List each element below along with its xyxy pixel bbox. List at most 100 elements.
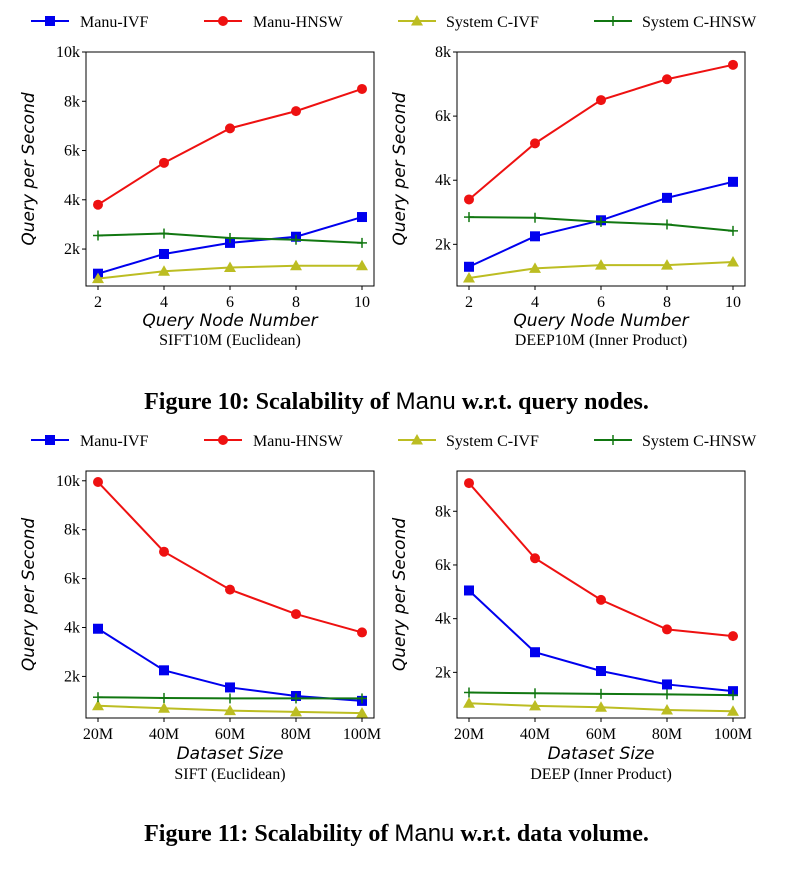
x-tick-label: 100M [714,726,752,743]
legend-entry-manu-ivf: Manu-IVF [31,433,149,450]
y-tick-label: 4k [64,620,80,637]
legend-entry-manu-hnsw: Manu-HNSW [204,14,344,31]
x-axis-label: Query Node Number [513,311,689,331]
legend-label: Manu-HNSW [253,433,344,450]
series-manu-hnsw [93,477,367,638]
data-point-system-c-ivf [661,259,673,270]
y-tick-label: 4k [64,192,80,209]
data-point-manu-hnsw [159,546,169,557]
x-tick-label: 4 [160,294,168,311]
series-system-c-ivf [92,699,368,718]
x-tick-label: 40M [520,726,550,743]
figure-10-caption-system: Manu [395,388,456,415]
x-tick-label: 60M [586,726,616,743]
data-point-system-c-hnsw [530,212,540,223]
legend-marker [608,435,618,445]
data-point-system-c-ivf [224,704,236,716]
data-point-manu-ivf [596,666,606,677]
figure-10-caption-prefix: Figure 10: Scalability of [144,389,390,415]
x-tick-label: 80M [652,726,682,743]
data-point-manu-hnsw [662,74,672,85]
data-point-system-c-hnsw [596,688,606,699]
data-point-manu-ivf [530,647,540,658]
legend-label: System C-HNSW [642,14,757,31]
data-point-manu-hnsw [464,194,474,205]
data-point-manu-ivf [662,679,672,690]
x-tick-label: 100M [343,726,381,743]
legend-entry-system-c-hnsw: System C-HNSW [594,433,757,450]
data-point-manu-ivf [464,585,474,596]
y-tick-label: 6k [435,108,451,125]
data-point-manu-hnsw [464,478,474,489]
data-point-manu-hnsw [596,594,606,605]
series-line-manu-hnsw [97,87,363,206]
data-point-manu-hnsw [159,157,169,168]
figure-11-caption-system: Manu [394,820,455,847]
y-tick-label: 8k [435,44,451,61]
plot-frame [456,51,746,287]
figure-10-caption: Figure 10: Scalability of Manu w.r.t. qu… [0,388,793,416]
data-point-system-c-ivf [224,261,236,273]
legend-label: System C-IVF [446,433,539,450]
y-tick-label: 10k [56,473,80,490]
x-tick-label: 8 [663,294,671,311]
x-tick-label: 4 [531,294,539,311]
chart-fig11-left: 2k 4k 6k 8k 10k 20M 40M 60M 80M 100M Dataset Size Q… [19,470,381,783]
legend-marker [45,435,55,445]
data-point-manu-hnsw [291,106,301,117]
legend-entry-manu-hnsw: Manu-HNSW [204,433,344,450]
data-point-system-c-hnsw [357,237,367,248]
figure-11-caption-prefix: Figure 11: Scalability of [144,821,389,847]
legend-label: System C-HNSW [642,433,757,450]
data-point-system-c-ivf [92,272,104,284]
data-point-system-c-hnsw [159,692,169,703]
chart-subtitle: SIFT (Euclidean) [174,766,285,783]
x-axis-label: Query Node Number [142,311,318,331]
y-tick-label: 8k [64,522,80,539]
x-tick-label: 2 [465,294,473,311]
figure-11-caption: Figure 11: Scalability of Manu w.r.t. da… [0,820,793,848]
data-point-system-c-ivf [595,259,607,270]
data-point-manu-hnsw [530,138,540,149]
data-point-system-c-hnsw [596,216,606,227]
data-point-manu-ivf [728,176,738,187]
plot-frame [456,470,746,719]
y-tick-label: 2k [435,664,451,681]
x-tick-label: 2 [94,294,102,311]
y-axis-label: Query per Second [19,518,39,671]
data-point-system-c-ivf [356,707,368,718]
data-point-system-c-ivf [529,262,541,273]
x-tick-label: 20M [83,726,113,743]
chart-fig10-left: 2k 4k 6k 8k 10k 2 4 6 8 10 Query Node Number Query … [19,44,375,349]
data-point-manu-ivf [530,231,540,242]
data-point-manu-ivf [225,682,235,693]
legend-marker [411,15,423,26]
y-tick-label: 4k [435,172,451,189]
x-axis-label: Dataset Size [548,744,655,764]
legend-marker [218,16,228,26]
data-point-system-c-hnsw [530,688,540,699]
chart-subtitle: SIFT10M (Euclidean) [159,332,301,349]
data-point-system-c-hnsw [93,230,103,241]
series-manu-hnsw [93,83,367,210]
chart-subtitle: DEEP (Inner Product) [530,766,672,783]
data-point-system-c-hnsw [93,692,103,703]
y-axis-label: Query per Second [390,92,410,245]
legend-marker [411,434,423,445]
x-axis-label: Dataset Size [177,744,284,764]
data-point-manu-hnsw [357,627,367,638]
data-point-system-c-ivf [727,705,739,716]
x-tick-label: 6 [597,294,605,311]
data-point-system-c-ivf [356,259,368,271]
x-tick-label: 40M [149,726,179,743]
data-point-system-c-hnsw [225,693,235,704]
y-axis-label: Query per Second [390,518,410,671]
data-point-system-c-hnsw [464,687,474,698]
legend-figure-11: Manu-IVF Manu-HNSW System C-IVF System C-HN… [31,433,757,450]
data-point-system-c-hnsw [728,690,738,701]
data-point-system-c-hnsw [728,225,738,236]
data-point-system-c-ivf [158,265,170,276]
y-tick-label: 2k [435,236,451,253]
series-system-c-ivf [92,259,368,284]
